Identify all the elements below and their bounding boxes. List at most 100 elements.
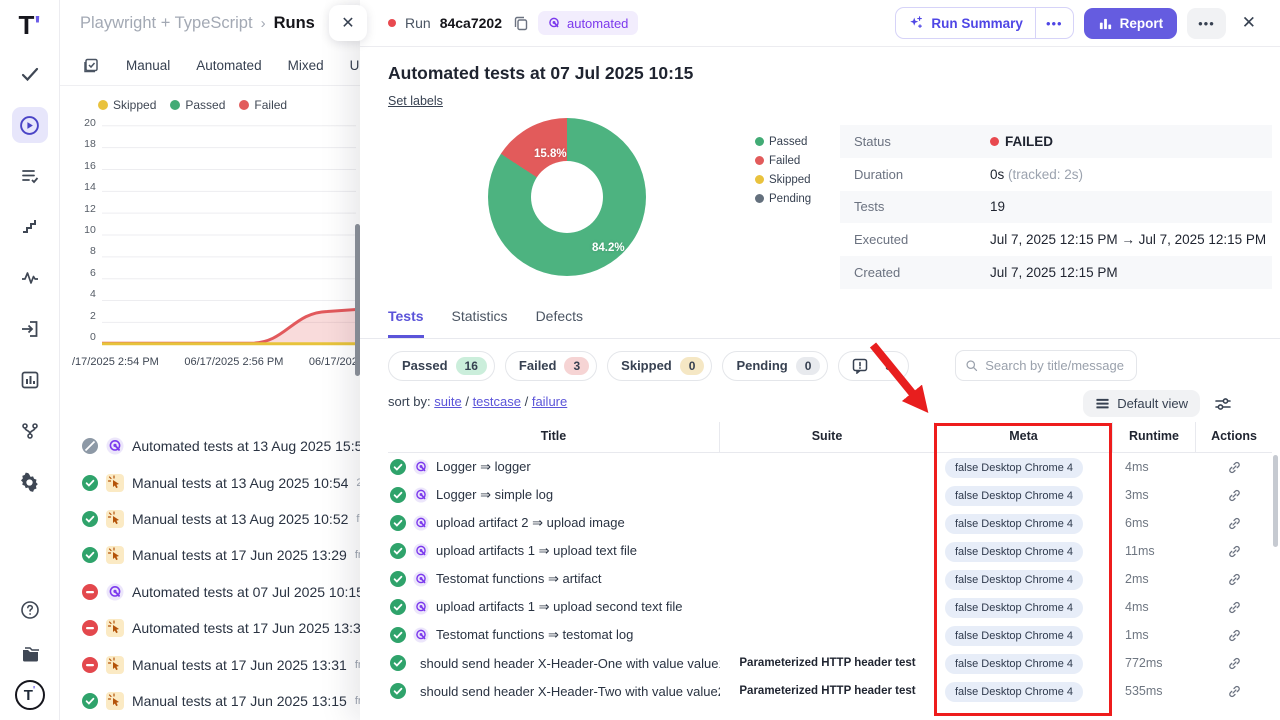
sidebar-item-milestones[interactable] [12, 209, 48, 245]
filter-checkbox-icon[interactable] [82, 57, 100, 75]
filter-skipped[interactable]: Skipped0 [607, 351, 712, 381]
sort-bar: sort by: suite / testcase / failure [388, 394, 567, 409]
run-list: Automated tests at 13 Aug 2025 15:53 Man… [60, 428, 360, 719]
run-type-filter-bar: Manual Automated Mixed Unfini [60, 46, 360, 86]
stairs-icon [20, 217, 40, 237]
filter-failed[interactable]: Failed3 [505, 351, 597, 381]
sidebar-item-settings[interactable] [12, 464, 48, 500]
sidebar-item-import[interactable] [12, 311, 48, 347]
filter-tab-automated[interactable]: Automated [196, 58, 261, 73]
passed-status-icon [390, 627, 406, 643]
sort-by-suite[interactable]: suite [434, 394, 461, 409]
passed-status-icon [82, 693, 98, 709]
passed-status-icon [390, 599, 406, 615]
table-row[interactable]: Logger ⇒ simple log false Desktop Chrome… [388, 481, 1272, 509]
run-details-drawer: Run 84ca7202 automated Run Summary ••• R… [360, 0, 1280, 720]
meta-badge: false Desktop Chrome 4 [945, 598, 1083, 618]
pulse-icon [20, 268, 40, 288]
run-list-item[interactable]: Manual tests at 13 Aug 2025 10:52 from [60, 501, 360, 537]
link-icon[interactable] [1227, 628, 1242, 643]
table-row[interactable]: should send header X-Header-One with val… [388, 649, 1272, 677]
help-button[interactable] [12, 592, 48, 628]
link-icon[interactable] [1227, 684, 1242, 699]
table-row[interactable]: Testomat functions ⇒ artifact false Desk… [388, 565, 1272, 593]
table-row[interactable]: Logger ⇒ logger false Desktop Chrome 4 4… [388, 453, 1272, 481]
sort-by-testcase[interactable]: testcase [473, 394, 521, 409]
link-icon[interactable] [1227, 656, 1242, 671]
account-avatar[interactable]: T' [15, 680, 45, 710]
tests-table-header: Title Suite Meta Runtime Actions [388, 422, 1272, 453]
filter-tab-manual[interactable]: Manual [126, 58, 170, 73]
sidebar-item-runs[interactable] [12, 107, 48, 143]
passed-dot-icon [755, 137, 764, 146]
set-labels-link[interactable]: Set labels [388, 94, 443, 108]
more-actions-button[interactable]: ••• [1187, 8, 1226, 39]
runs-trend-chart: Skipped Passed Failed 2018 1614 1210 86 … [60, 86, 360, 368]
link-icon[interactable] [1227, 572, 1242, 587]
tab-statistics[interactable]: Statistics [452, 308, 508, 338]
failed-percent-label: 15.8% [534, 148, 567, 160]
tab-tests[interactable]: Tests [388, 308, 424, 338]
legend-passed: Passed [755, 136, 811, 148]
filter-tab-unfinished[interactable]: Unfini [350, 58, 360, 73]
projects-button[interactable] [12, 636, 48, 672]
default-view-button[interactable]: Default view [1083, 390, 1200, 417]
app-logo[interactable]: T' [18, 10, 40, 41]
breadcrumb-project[interactable]: Playwright + TypeScript [80, 14, 253, 33]
run-list-item[interactable]: Manual tests at 17 Jun 2025 13:31 from [60, 646, 360, 682]
automated-badge-icon [546, 15, 562, 31]
close-icon[interactable]: ✕ [1236, 9, 1262, 37]
folder-icon [19, 644, 41, 664]
run-summary-button[interactable]: Run Summary ••• [895, 7, 1073, 39]
run-summary-more-button[interactable]: ••• [1035, 8, 1073, 38]
sidebar-item-reports[interactable] [12, 362, 48, 398]
view-settings-icon[interactable] [1214, 395, 1232, 413]
automated-badge[interactable]: automated [538, 11, 638, 35]
trend-x-axis: /17/2025 2:54 PM 06/17/2025 2:56 PM 06/1… [72, 356, 360, 368]
tab-defects[interactable]: Defects [536, 308, 583, 338]
info-row-executed: Executed Jul 7, 2025 12:15 PM → Jul 7, 2… [840, 223, 1272, 256]
filter-passed[interactable]: Passed16 [388, 351, 495, 381]
report-button[interactable]: Report [1084, 8, 1178, 39]
filter-pending[interactable]: Pending0 [722, 351, 828, 381]
passed-status-icon [390, 683, 406, 699]
sidebar-item-analytics[interactable] [12, 260, 48, 296]
run-list-item[interactable]: Manual tests at 17 Jun 2025 13:29 from [60, 537, 360, 573]
table-row[interactable]: should send header X-Header-Two with val… [388, 677, 1272, 705]
sort-by-failure[interactable]: failure [532, 394, 567, 409]
report-chart-icon [20, 370, 40, 390]
link-icon[interactable] [1227, 516, 1242, 531]
drawer-scrollbar[interactable] [1273, 455, 1278, 547]
table-row[interactable]: upload artifacts 1 ⇒ upload second text … [388, 593, 1272, 621]
legend-skipped: Skipped [755, 174, 811, 186]
sidebar-item-plans[interactable] [12, 158, 48, 194]
run-list-item[interactable]: Automated tests at 07 Jul 2025 10:15 [60, 574, 360, 610]
search-input[interactable] [985, 358, 1127, 373]
info-row-tests: Tests 19 [840, 191, 1272, 224]
table-row[interactable]: Testomat functions ⇒ testomat log false … [388, 621, 1272, 649]
sidebar-item-branches[interactable] [12, 413, 48, 449]
table-row[interactable]: upload artifact 2 ⇒ upload image false D… [388, 509, 1272, 537]
drawer-close-button[interactable]: ✕ [329, 5, 367, 41]
filter-comments[interactable]: 3 [838, 351, 909, 381]
link-icon[interactable] [1227, 600, 1242, 615]
automated-test-icon [413, 543, 429, 559]
copy-run-id-button[interactable] [513, 15, 529, 31]
branch-icon [20, 421, 40, 441]
link-icon[interactable] [1227, 460, 1242, 475]
filter-tab-mixed[interactable]: Mixed [288, 58, 324, 73]
link-icon[interactable] [1227, 544, 1242, 559]
breadcrumb-separator: › [261, 15, 266, 32]
run-list-item[interactable]: Automated tests at 13 Aug 2025 15:53 [60, 428, 360, 464]
search-box[interactable] [955, 350, 1137, 381]
bar-chart-icon [1098, 16, 1113, 31]
drawer-header: Run 84ca7202 automated Run Summary ••• R… [360, 0, 1280, 47]
table-row[interactable]: upload artifacts 1 ⇒ upload text file fa… [388, 537, 1272, 565]
run-list-item[interactable]: Manual tests at 13 Aug 2025 10:54 2 [60, 464, 360, 500]
sidebar-item-tests[interactable] [12, 56, 48, 92]
run-list-item[interactable]: Automated tests at 17 Jun 2025 13:30 [60, 610, 360, 646]
link-icon[interactable] [1227, 488, 1242, 503]
run-list-item[interactable]: Manual tests at 17 Jun 2025 13:15 from [60, 683, 360, 719]
meta-badge: false Desktop Chrome 4 [945, 626, 1083, 646]
comment-icon [852, 358, 868, 374]
